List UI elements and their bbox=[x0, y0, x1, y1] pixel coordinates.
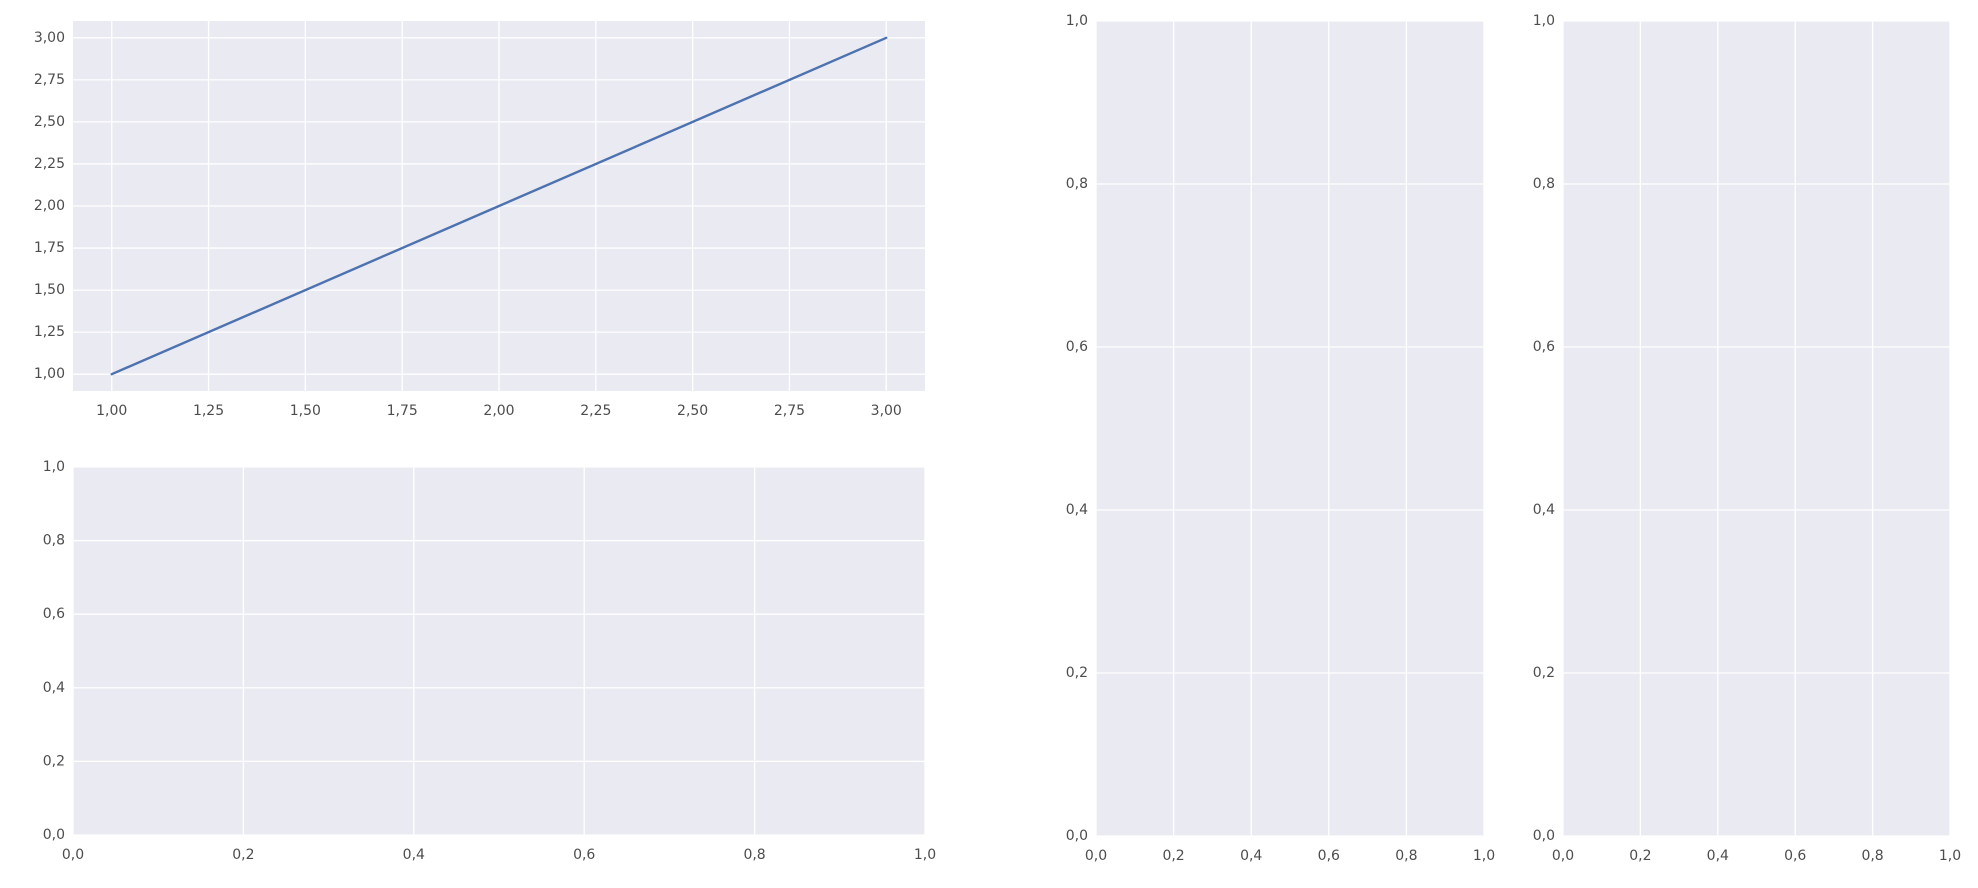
x-tick-label: 1,0 bbox=[914, 847, 936, 863]
line-series bbox=[110, 36, 888, 376]
x-tick-label: 0,8 bbox=[743, 847, 765, 863]
x-tick-label: 1,50 bbox=[290, 403, 321, 419]
x-tick-label: 2,25 bbox=[580, 403, 611, 419]
y-tick-label: 0,0 bbox=[1533, 828, 1555, 844]
x-tick-label: 0,0 bbox=[1085, 848, 1107, 864]
subplot: 0,0 0,2 0,4 0,6 0,8 1,0 0,0 0,2 0,4 0,6 0,8 1,0 bbox=[1533, 13, 1961, 864]
y-tick-label: 0,0 bbox=[43, 827, 65, 843]
y-tick-label: 1,75 bbox=[34, 240, 65, 256]
y-tick-label: 0,2 bbox=[1066, 665, 1088, 681]
y-tick-label: 0,4 bbox=[1066, 502, 1088, 518]
x-tick-label: 0,0 bbox=[62, 847, 84, 863]
x-tick-label: 1,25 bbox=[193, 403, 224, 419]
x-tick-label: 0,4 bbox=[1240, 848, 1262, 864]
plot-area bbox=[1096, 21, 1484, 836]
x-tick-label: 0,4 bbox=[1707, 848, 1729, 864]
y-tick-label: 0,2 bbox=[1533, 665, 1555, 681]
y-tick-label: 1,0 bbox=[1533, 13, 1555, 29]
x-tick-label: 0,6 bbox=[573, 847, 595, 863]
y-tick-label: 1,0 bbox=[1066, 13, 1088, 29]
x-tick-label: 0,2 bbox=[1162, 848, 1184, 864]
y-tick-label: 1,0 bbox=[43, 459, 65, 475]
x-tick-label: 2,75 bbox=[774, 403, 805, 419]
y-tick-label: 2,25 bbox=[34, 156, 65, 172]
subplot: 0,0 0,2 0,4 0,6 0,8 1,0 0,0 0,2 0,4 0,6 0,8 1,0 bbox=[43, 459, 936, 863]
x-tick-label: 0,6 bbox=[1784, 848, 1806, 864]
x-tick-label: 1,0 bbox=[1939, 848, 1961, 864]
y-tick-label: 0,6 bbox=[1533, 339, 1555, 355]
x-tick-label: 3,00 bbox=[871, 403, 902, 419]
y-tick-label: 0,4 bbox=[1533, 502, 1555, 518]
x-tick-label: 2,50 bbox=[677, 403, 708, 419]
x-tick-label: 0,2 bbox=[1629, 848, 1651, 864]
y-tick-label: 2,75 bbox=[34, 72, 65, 88]
x-tick-label: 1,0 bbox=[1473, 848, 1495, 864]
x-tick-label: 0,0 bbox=[1552, 848, 1574, 864]
y-tick-label: 0,2 bbox=[43, 753, 65, 769]
y-tick-label: 2,00 bbox=[34, 198, 65, 214]
y-tick-label: 3,00 bbox=[34, 30, 65, 46]
x-tick-label: 0,8 bbox=[1861, 848, 1883, 864]
x-tick-label: 0,6 bbox=[1318, 848, 1340, 864]
x-tick-label: 0,4 bbox=[403, 847, 425, 863]
y-tick-label: 0,6 bbox=[43, 606, 65, 622]
y-tick-label: 0,6 bbox=[1066, 339, 1088, 355]
subplot: 1,00 1,25 1,50 1,75 2,00 2,25 2,50 2,75 3,00 1,00… bbox=[34, 21, 925, 419]
y-tick-label: 2,50 bbox=[34, 114, 65, 130]
y-tick-label: 0,8 bbox=[1066, 176, 1088, 192]
x-tick-label: 0,2 bbox=[232, 847, 254, 863]
plot-area bbox=[73, 467, 925, 835]
x-tick-label: 1,75 bbox=[387, 403, 418, 419]
y-tick-label: 0,8 bbox=[1533, 176, 1555, 192]
y-tick-label: 0,0 bbox=[1066, 828, 1088, 844]
y-tick-label: 1,50 bbox=[34, 282, 65, 298]
subplot: 0,0 0,2 0,4 0,6 0,8 1,0 0,0 0,2 0,4 0,6 0,8 1,0 bbox=[1066, 13, 1495, 864]
x-tick-label: 0,8 bbox=[1395, 848, 1417, 864]
y-tick-label: 1,00 bbox=[34, 366, 65, 382]
y-tick-label: 0,4 bbox=[43, 680, 65, 696]
plot-area bbox=[1563, 21, 1950, 836]
x-tick-label: 1,00 bbox=[96, 403, 127, 419]
y-tick-label: 0,8 bbox=[43, 533, 65, 549]
y-tick-label: 1,25 bbox=[34, 324, 65, 340]
x-tick-label: 2,00 bbox=[483, 403, 514, 419]
